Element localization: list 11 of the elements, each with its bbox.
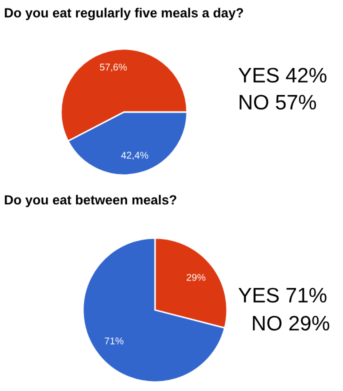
- chart-title: Do you eat regularly five meals a day?: [4, 8, 244, 20]
- data-label: 71%: [104, 338, 124, 344]
- text: NO 29%: [252, 316, 330, 331]
- pie-slice: [82, 237, 226, 383]
- text: YES 71%: [238, 288, 326, 303]
- data-label: 42,4%: [121, 152, 148, 160]
- chart-title: Do you eat between meals?: [4, 194, 176, 208]
- data-label: 57,6%: [100, 64, 127, 72]
- text: YES 42%: [238, 68, 326, 83]
- data-label: 29%: [186, 274, 206, 281]
- text: NO 57%: [240, 94, 316, 110]
